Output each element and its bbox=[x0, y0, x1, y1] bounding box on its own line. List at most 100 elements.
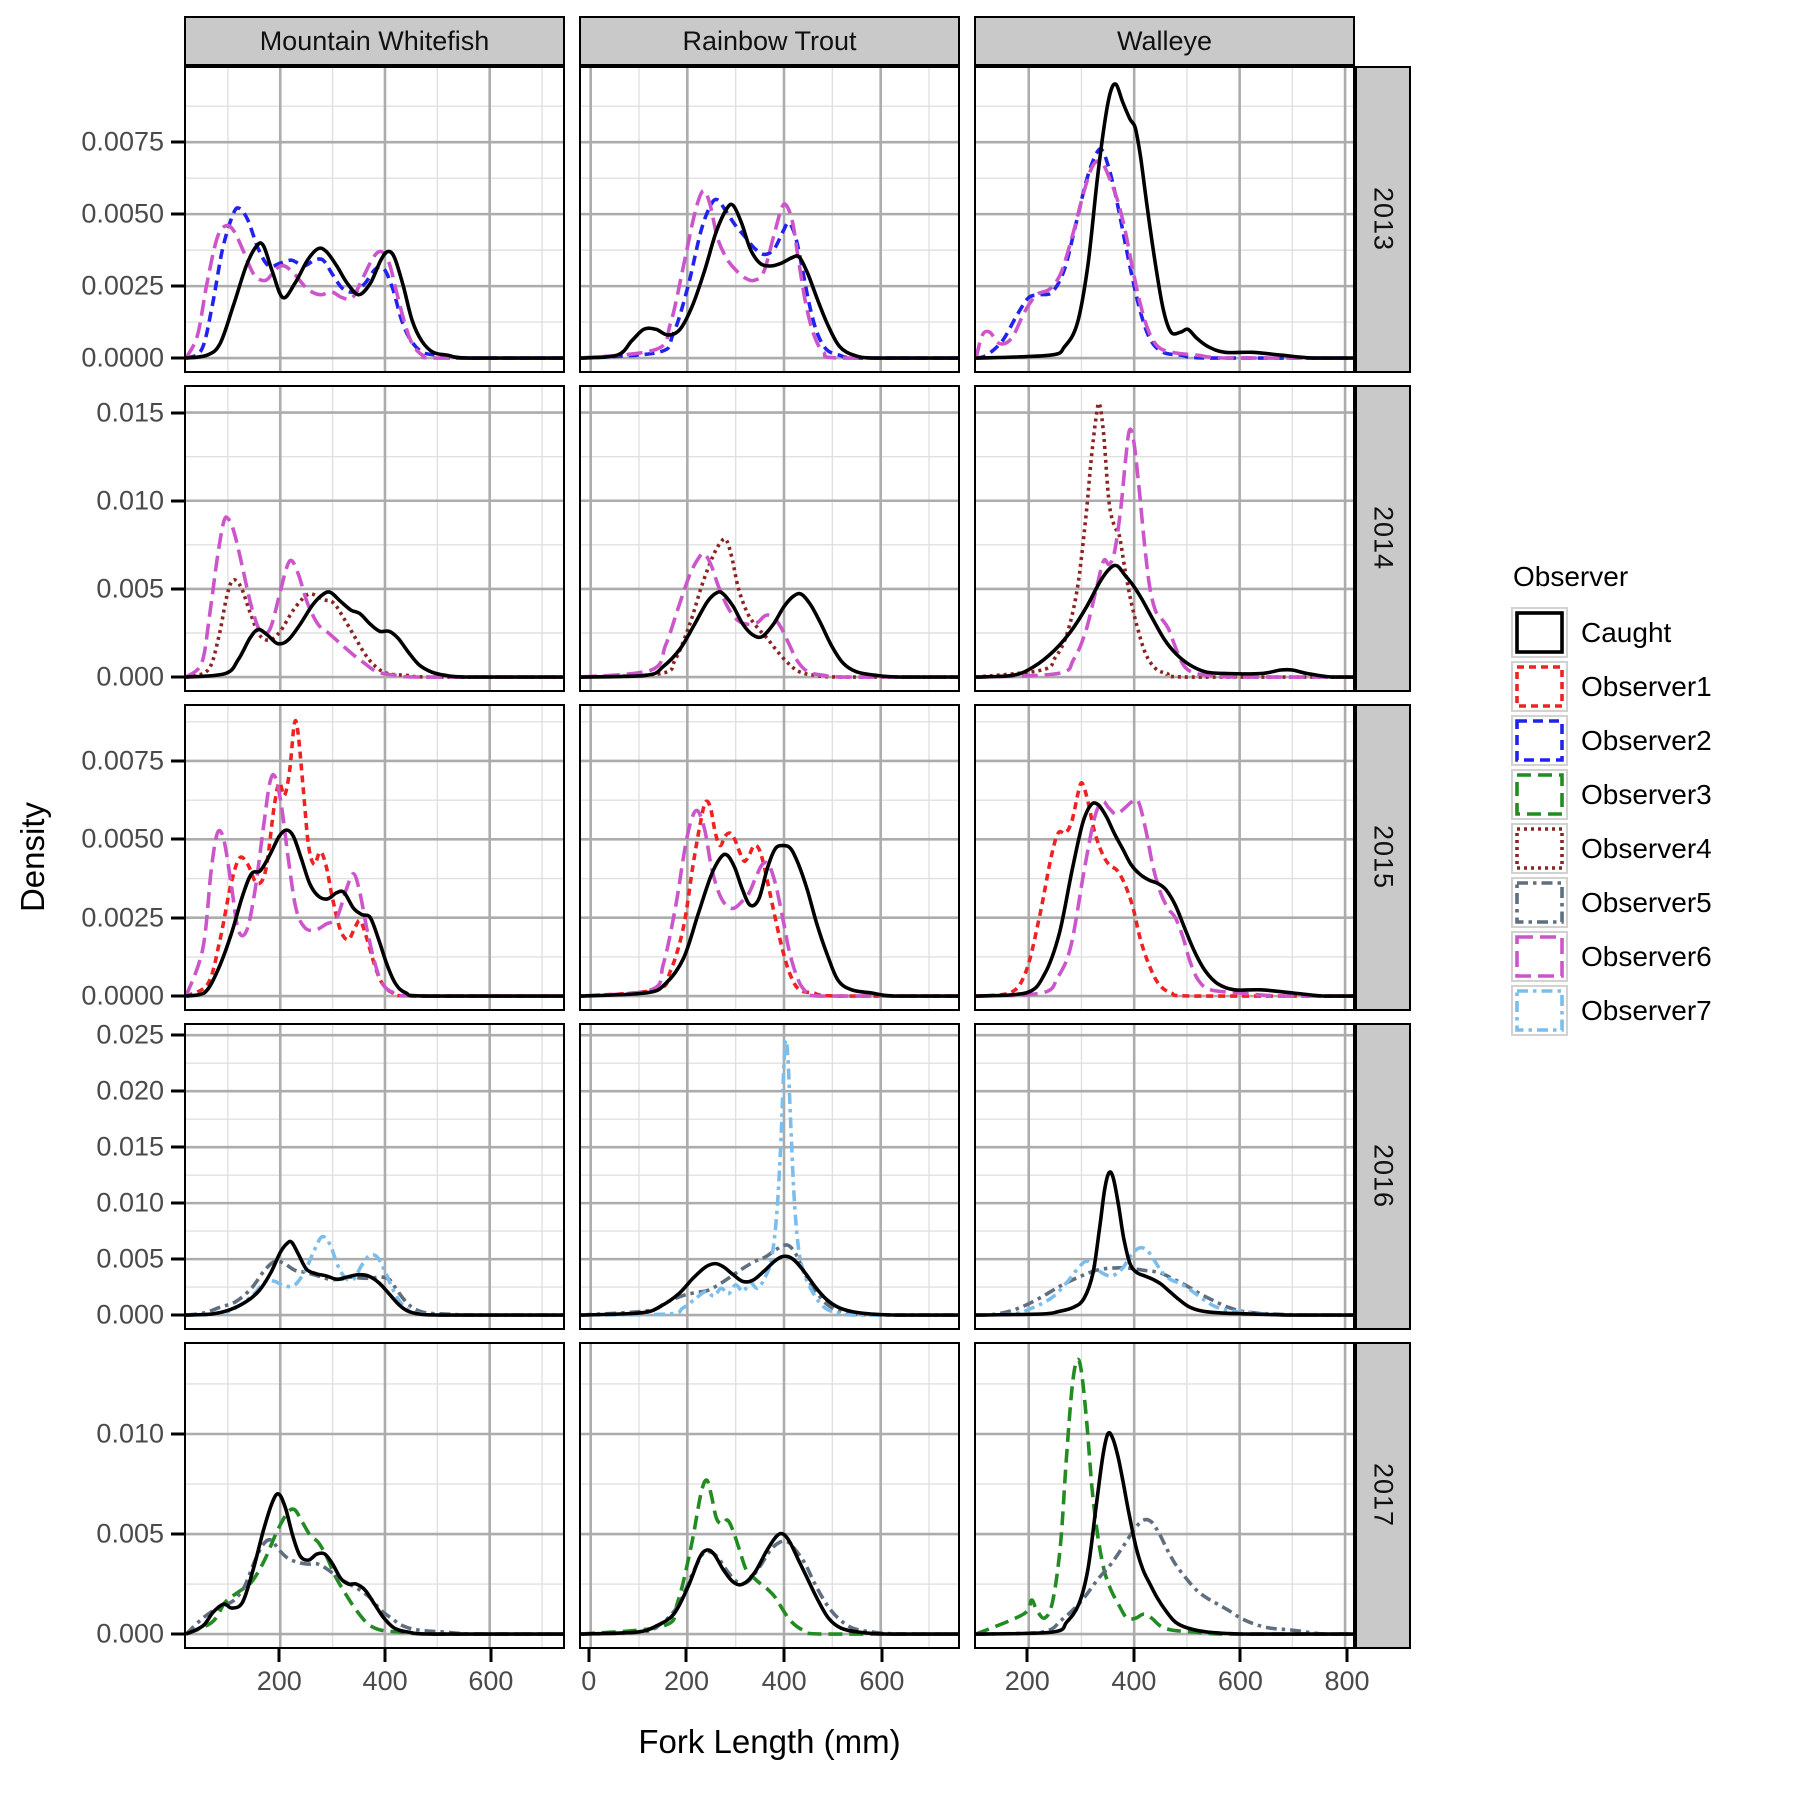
y-tick-label: 0.0075 bbox=[81, 126, 164, 157]
y-tick-mark bbox=[171, 1089, 184, 1093]
x-tick-mark bbox=[782, 1649, 786, 1662]
density-plot-canvas bbox=[186, 706, 563, 1009]
legend-line-sample-icon bbox=[1515, 665, 1564, 708]
strip-row-2013: 2013 bbox=[1355, 66, 1411, 373]
y-axis-title-text: Density bbox=[14, 802, 51, 913]
density-curve-observer6 bbox=[976, 427, 1353, 679]
x-tick-mark bbox=[1238, 1649, 1242, 1662]
density-curve-observer5 bbox=[976, 1517, 1353, 1636]
panel-2017-mountain-whitefish bbox=[184, 1342, 565, 1649]
panel-2017-rainbow-trout bbox=[579, 1342, 960, 1649]
density-curve-caught bbox=[581, 1531, 958, 1636]
y-axis-ticks-2016: 0.000 0.005 0.010 0.015 0.020 0.025 bbox=[56, 1019, 184, 1330]
density-plot-canvas bbox=[976, 706, 1353, 1009]
density-curve-caught bbox=[186, 1492, 563, 1636]
panel-2014-rainbow-trout bbox=[579, 385, 960, 692]
y-tick-mark bbox=[171, 1257, 184, 1261]
x-tick-label: 200 bbox=[256, 1666, 302, 1696]
strip-row-2014: 2014 bbox=[1355, 385, 1411, 692]
strip-row-2015: 2015 bbox=[1355, 704, 1411, 1011]
density-curve-observer5 bbox=[186, 1537, 563, 1636]
y-tick-mark bbox=[171, 916, 184, 920]
density-plot-canvas bbox=[186, 1025, 563, 1328]
density-plot-canvas bbox=[581, 68, 958, 371]
x-tick-mark bbox=[1345, 1649, 1349, 1662]
x-tick-mark bbox=[383, 1649, 387, 1662]
legend-line-sample-icon bbox=[1515, 935, 1564, 978]
x-tick-label: 400 bbox=[362, 1666, 408, 1696]
panel-2015-walleye bbox=[974, 704, 1355, 1011]
density-plot-canvas bbox=[581, 1344, 958, 1647]
y-axis-ticks-2014: 0.000 0.005 0.010 0.015 bbox=[56, 385, 184, 692]
y-tick-mark bbox=[171, 1632, 184, 1636]
density-plot-canvas bbox=[976, 1344, 1353, 1647]
y-tick-mark bbox=[171, 675, 184, 679]
legend-entry-label: Observer4 bbox=[1581, 832, 1712, 864]
y-tick-label: 0.015 bbox=[96, 1131, 164, 1162]
x-tick-label: 200 bbox=[663, 1666, 709, 1696]
y-tick-mark bbox=[171, 1313, 184, 1317]
density-curve-observer3 bbox=[186, 1507, 563, 1636]
y-tick-mark bbox=[171, 1532, 184, 1536]
legend-entry-observer2: Observer2 bbox=[1511, 715, 1791, 766]
y-tick-label: 0.000 bbox=[96, 661, 164, 692]
legend-entry-caught: Caught bbox=[1511, 607, 1791, 658]
density-curve-observer2 bbox=[186, 206, 563, 360]
density-curve-caught bbox=[186, 241, 563, 360]
legend-line-sample-icon bbox=[1515, 773, 1564, 816]
legend-key-swatch bbox=[1511, 661, 1568, 712]
density-curve-caught bbox=[976, 801, 1353, 998]
density-curve-observer5 bbox=[581, 1243, 958, 1317]
x-axis-ticks-walleye: 200 400 600 800 bbox=[974, 1649, 1370, 1707]
y-tick-label: 0.005 bbox=[96, 1243, 164, 1274]
density-plot-canvas bbox=[976, 68, 1353, 371]
y-tick-label: 0.000 bbox=[96, 1618, 164, 1649]
density-curve-caught bbox=[976, 82, 1353, 360]
density-plot-canvas bbox=[186, 68, 563, 371]
density-curve-caught bbox=[581, 202, 958, 360]
x-tick-mark bbox=[684, 1649, 688, 1662]
x-tick-label: 800 bbox=[1324, 1666, 1370, 1696]
legend-entry-observer5: Observer5 bbox=[1511, 877, 1791, 928]
y-tick-label: 0.0025 bbox=[81, 902, 164, 933]
legend-key-swatch bbox=[1511, 823, 1568, 874]
density-curve-caught bbox=[976, 563, 1353, 679]
legend-entry-label: Observer6 bbox=[1581, 940, 1712, 972]
density-plot-canvas bbox=[976, 387, 1353, 690]
density-curve-observer4 bbox=[581, 536, 958, 679]
x-tick-label: 400 bbox=[1111, 1666, 1157, 1696]
x-tick-mark bbox=[489, 1649, 493, 1662]
density-curve-observer5 bbox=[581, 1539, 958, 1636]
legend-line-sample-icon bbox=[1515, 881, 1564, 924]
density-curve-caught bbox=[186, 590, 563, 679]
legend-entry-label: Observer7 bbox=[1581, 994, 1712, 1026]
density-curve-observer6 bbox=[581, 551, 958, 679]
y-tick-label: 0.025 bbox=[96, 1019, 164, 1050]
strip-row-label: 2014 bbox=[1368, 506, 1399, 571]
y-tick-mark bbox=[171, 1145, 184, 1149]
panel-2016-walleye bbox=[974, 1023, 1355, 1330]
legend-key-swatch bbox=[1511, 931, 1568, 982]
panel-2016-rainbow-trout bbox=[579, 1023, 960, 1330]
legend-entry-observer1: Observer1 bbox=[1511, 661, 1791, 712]
density-curve-observer7 bbox=[976, 1245, 1353, 1317]
y-tick-mark bbox=[171, 356, 184, 360]
strip-row-label: 2015 bbox=[1368, 825, 1399, 890]
y-tick-mark bbox=[171, 140, 184, 144]
legend-key-swatch bbox=[1511, 985, 1568, 1036]
strip-col-label: Rainbow Trout bbox=[682, 25, 857, 56]
strip-col-label: Walleye bbox=[1116, 25, 1213, 56]
y-tick-mark bbox=[171, 284, 184, 288]
density-curve-observer6 bbox=[976, 159, 1353, 360]
x-axis-ticks-mountain-whitefish: 200 400 600 bbox=[184, 1649, 565, 1707]
density-curve-observer3 bbox=[581, 1478, 958, 1636]
facet-grid: Density Mountain Whitefish Rainbow Trout… bbox=[10, 16, 1411, 1761]
panel-2014-mountain-whitefish bbox=[184, 385, 565, 692]
panel-2017-walleye bbox=[974, 1342, 1355, 1649]
density-curve-caught bbox=[976, 1430, 1353, 1636]
panel-2015-mountain-whitefish bbox=[184, 704, 565, 1011]
legend-entry-label: Caught bbox=[1581, 616, 1672, 648]
density-curve-caught bbox=[186, 1239, 563, 1317]
density-curve-observer5 bbox=[186, 1259, 563, 1317]
density-curve-observer3 bbox=[976, 1357, 1353, 1636]
